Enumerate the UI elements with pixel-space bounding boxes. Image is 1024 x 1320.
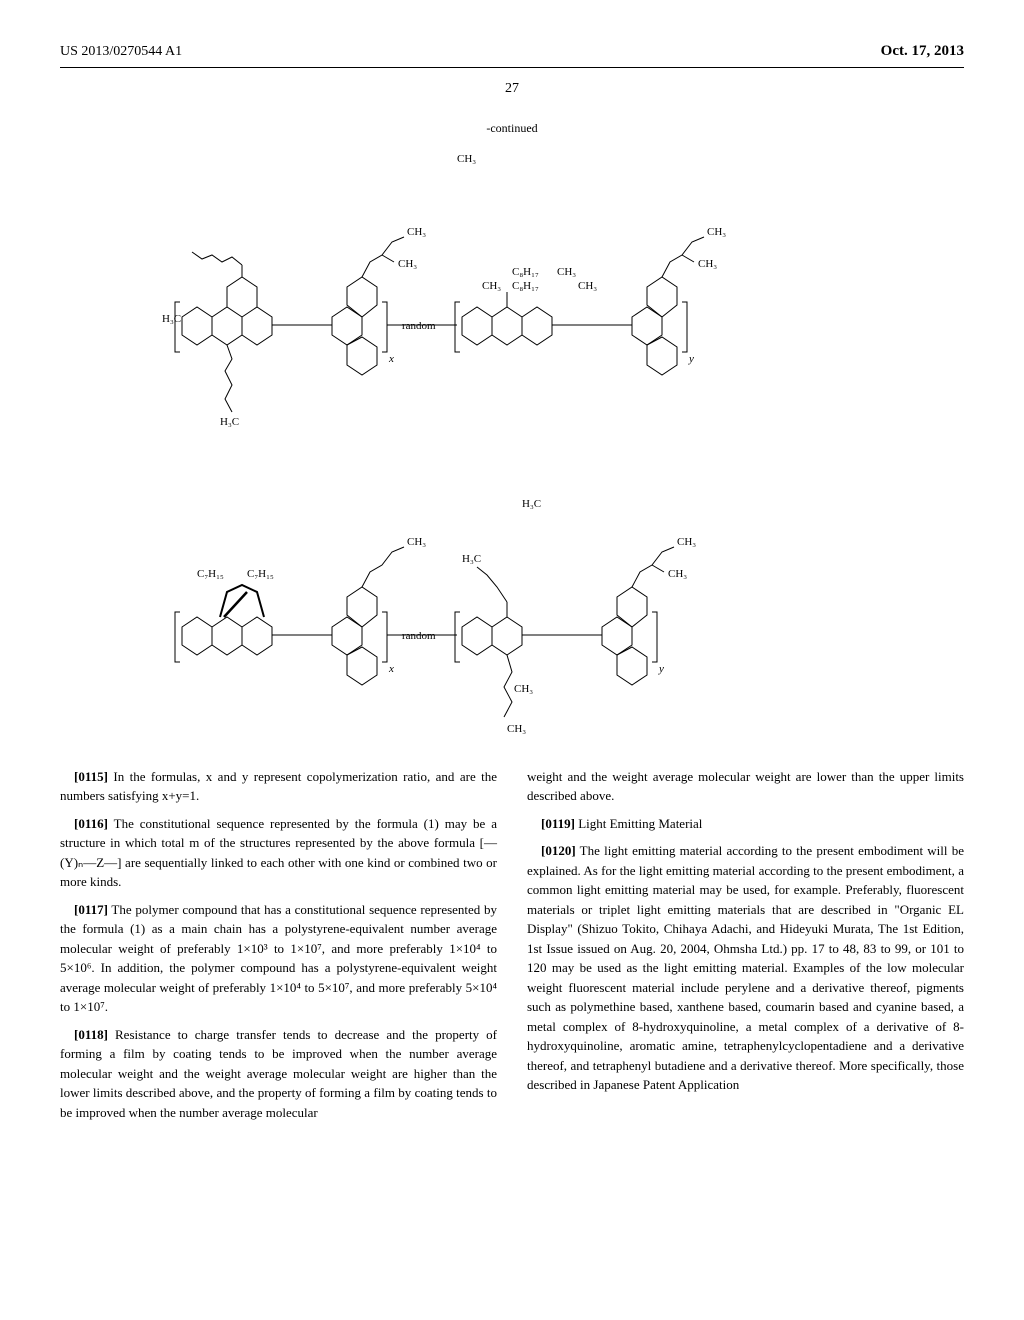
svg-text:CH₃: CH₃ (457, 153, 476, 165)
para-text: The polymer compound that has a constitu… (60, 902, 497, 1015)
svg-text:x: x (388, 663, 394, 675)
svg-text:C₇H₁₅: C₇H₁₅ (247, 568, 274, 580)
svg-text:random: random (402, 320, 436, 332)
para-num: [0120] (541, 843, 576, 858)
svg-text:C₈H₁₇: C₈H₁₇ (512, 280, 539, 292)
svg-text:H₃C: H₃C (522, 498, 541, 510)
para-num: [0119] (541, 816, 575, 831)
text-columns: [0115] In the formulas, x and y represen… (60, 767, 964, 1131)
paragraph-0115: [0115] In the formulas, x and y represen… (60, 767, 497, 806)
para-text: In the formulas, x and y represent copol… (60, 769, 497, 804)
paragraph-0118: [0118] Resistance to charge transfer ten… (60, 1025, 497, 1123)
publication-number: US 2013/0270544 A1 (60, 41, 182, 62)
para-text: Resistance to charge transfer tends to d… (60, 1027, 497, 1120)
svg-text:CH₃: CH₃ (407, 536, 426, 548)
para-num: [0115] (74, 769, 108, 784)
svg-text:CH₃: CH₃ (514, 683, 533, 695)
paragraph-0117: [0117] The polymer compound that has a c… (60, 900, 497, 1017)
svg-text:C₇H₁₅: C₇H₁₅ (197, 568, 224, 580)
chemical-structure-2: C₇H₁₅ C₇H₁₅ CH₃ x random H₃C H₃C CH₃ CH₃… (102, 457, 922, 737)
svg-text:y: y (658, 663, 664, 675)
paragraph-0116: [0116] The constitutional sequence repre… (60, 814, 497, 892)
para-num: [0118] (74, 1027, 108, 1042)
svg-text:CH₃: CH₃ (407, 226, 426, 238)
svg-text:CH₃: CH₃ (398, 258, 417, 270)
paragraph-0118-cont: weight and the weight average molecular … (527, 767, 964, 806)
continued-label: -continued (60, 119, 964, 137)
para-num: [0117] (74, 902, 108, 917)
svg-text:H₃C: H₃C (162, 313, 181, 325)
page-number: 27 (60, 78, 964, 99)
para-text: Light Emitting Material (578, 816, 702, 831)
svg-text:random: random (402, 630, 436, 642)
para-text: The constitutional sequence represented … (60, 816, 497, 890)
svg-text:CH₃: CH₃ (707, 226, 726, 238)
para-text: The light emitting material according to… (527, 843, 964, 1092)
para-num: [0116] (74, 816, 108, 831)
svg-text:CH₃: CH₃ (677, 536, 696, 548)
publication-date: Oct. 17, 2013 (881, 40, 964, 63)
svg-text:H₃C: H₃C (220, 416, 239, 427)
svg-text:H₃C: H₃C (462, 553, 481, 565)
chemical-structure-1: H₃C H₃C CH₃ CH₃ x random CH₃ C₈H₁₇ C₈H₁₇… (102, 147, 922, 427)
right-column: weight and the weight average molecular … (527, 767, 964, 1131)
svg-text:x: x (388, 353, 394, 365)
paragraph-0120: [0120] The light emitting material accor… (527, 841, 964, 1095)
svg-text:CH₃: CH₃ (698, 258, 717, 270)
page-header: US 2013/0270544 A1 Oct. 17, 2013 (60, 40, 964, 68)
svg-text:CH₃: CH₃ (578, 280, 597, 292)
svg-text:CH₃: CH₃ (507, 723, 526, 735)
paragraph-0119: [0119] Light Emitting Material (527, 814, 964, 834)
left-column: [0115] In the formulas, x and y represen… (60, 767, 497, 1131)
svg-text:y: y (688, 353, 694, 365)
svg-text:C₈H₁₇: C₈H₁₇ (512, 266, 539, 278)
svg-text:CH₃: CH₃ (482, 280, 501, 292)
svg-text:CH₃: CH₃ (668, 568, 687, 580)
svg-text:CH₃: CH₃ (557, 266, 576, 278)
para-text: weight and the weight average molecular … (527, 769, 964, 804)
